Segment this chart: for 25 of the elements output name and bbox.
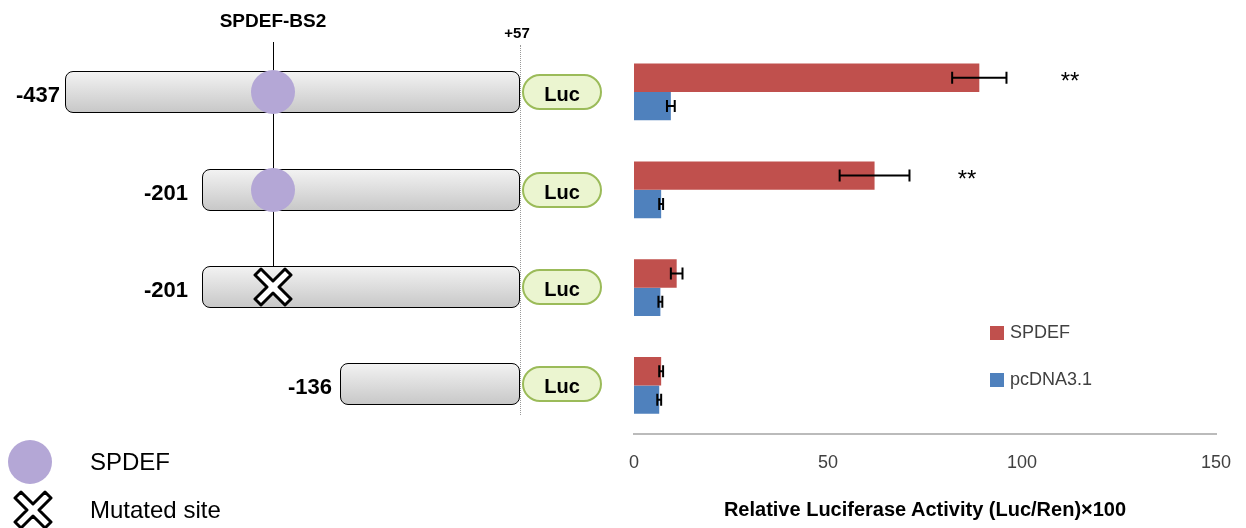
text: Mutated site — [90, 496, 221, 524]
bar — [634, 161, 875, 190]
bar — [634, 357, 662, 386]
text: -201 — [143, 277, 188, 303]
annotation: ** — [957, 164, 977, 192]
legend-label: pcDNA3.1 — [1010, 369, 1093, 390]
annotation: ** — [1060, 66, 1080, 94]
bar — [634, 189, 662, 219]
x-tick-label: 150 — [1200, 452, 1232, 473]
text: -201 — [143, 180, 188, 206]
x-tick-label: 0 — [628, 452, 640, 473]
x-axis-title: Relative Luciferase Activity (Luc/Ren)×100 — [723, 497, 1127, 520]
text: +57 — [504, 24, 530, 41]
text: -437 — [15, 82, 60, 108]
bar — [634, 259, 677, 288]
bar — [634, 91, 671, 121]
text: -136 — [287, 374, 332, 400]
bar — [634, 287, 661, 316]
x-tick-label: 50 — [817, 452, 839, 473]
text: SPDEF-BS2 — [219, 10, 327, 32]
bar — [634, 385, 660, 414]
legend-label: SPDEF — [1010, 322, 1071, 343]
text: SPDEF — [90, 448, 171, 476]
x-tick-label: 100 — [1006, 452, 1038, 473]
bar — [634, 63, 980, 92]
